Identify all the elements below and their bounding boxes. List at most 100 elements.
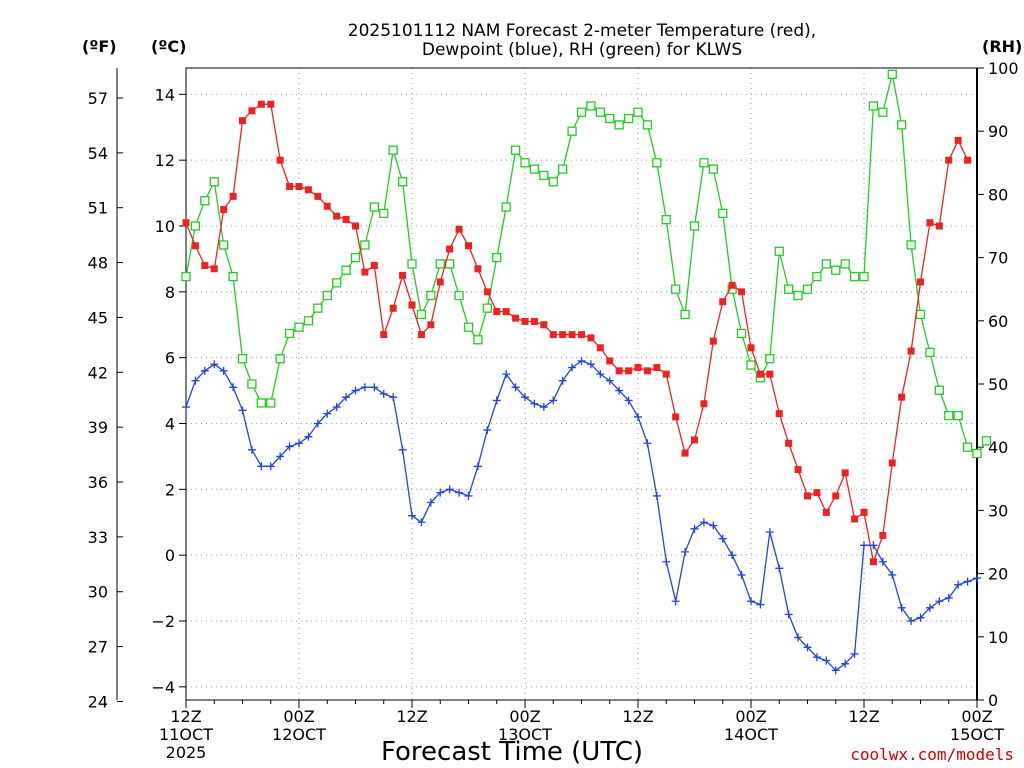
data-point: [492, 396, 501, 405]
fahrenheit-unit-label: (ºF): [82, 37, 117, 56]
data-point: [341, 265, 351, 275]
data-point: [624, 396, 633, 405]
time-tick-label: 12Z: [848, 707, 879, 726]
data-point: [699, 518, 708, 527]
data-point: [417, 518, 426, 527]
data-point: [548, 177, 558, 187]
data-point: [239, 117, 246, 125]
time-tick-label: 11OCT: [159, 725, 213, 744]
data-point: [286, 183, 294, 190]
data-point: [220, 206, 228, 214]
data-point: [841, 469, 849, 477]
rh-tick-label: 20: [988, 565, 1008, 584]
data-point: [285, 442, 294, 451]
data-point: [360, 383, 369, 392]
time-tick-label: 00Z: [735, 707, 766, 726]
data-point: [191, 376, 200, 385]
data-point: [266, 462, 275, 471]
data-point: [671, 597, 680, 606]
data-point: [446, 245, 454, 253]
data-point: [388, 145, 398, 155]
data-point: [426, 290, 436, 301]
data-point: [887, 69, 897, 79]
data-point: [596, 344, 604, 352]
data-point: [691, 436, 698, 444]
rh-tick-label: 50: [988, 375, 1008, 394]
celsius-tick-label: −2: [151, 612, 175, 631]
fahrenheit-tick-label: 30: [88, 583, 108, 602]
data-point: [238, 406, 247, 415]
data-point: [897, 120, 907, 130]
data-point: [408, 511, 416, 520]
time-tick-label: 14OCT: [724, 725, 778, 744]
data-point: [765, 354, 775, 364]
data-point: [558, 376, 567, 385]
fahrenheit-tick-label: 54: [88, 144, 108, 163]
data-point: [803, 643, 812, 652]
data-point: [276, 156, 284, 164]
rh-tick-label: 80: [988, 185, 1008, 204]
data-point: [210, 265, 218, 273]
data-point: [605, 113, 615, 124]
data-point: [849, 271, 860, 282]
data-point: [681, 547, 690, 556]
fahrenheit-tick-label: 27: [88, 638, 108, 657]
data-point: [962, 442, 973, 452]
series-dewpoint: [182, 356, 981, 675]
data-point: [934, 385, 944, 395]
data-point: [399, 271, 407, 279]
data-point: [219, 366, 228, 375]
data-point: [501, 202, 511, 212]
data-point: [276, 452, 285, 461]
data-point: [605, 376, 614, 385]
data-point: [615, 367, 623, 375]
data-point: [465, 242, 472, 250]
data-point: [944, 593, 953, 602]
data-point: [389, 304, 397, 312]
data-point: [464, 491, 473, 500]
data-point: [182, 403, 190, 412]
data-point: [352, 222, 359, 230]
data-point: [747, 344, 755, 352]
series-2-meter-temperature: [182, 100, 972, 566]
data-point: [633, 107, 643, 117]
data-point: [436, 488, 445, 497]
data-point: [426, 498, 435, 507]
data-point: [917, 278, 924, 286]
data-point: [945, 156, 953, 164]
data-point: [785, 439, 793, 447]
data-point: [643, 439, 652, 448]
data-point: [512, 314, 520, 322]
data-point: [483, 288, 491, 296]
data-point: [944, 410, 954, 421]
data-point: [529, 164, 540, 174]
data-point: [963, 577, 972, 586]
data-point: [398, 445, 407, 454]
data-point: [510, 145, 521, 155]
data-point: [304, 432, 313, 441]
celsius-tick-label: 4: [165, 415, 175, 434]
data-point: [906, 240, 916, 250]
data-point: [606, 357, 614, 365]
data-point: [190, 221, 201, 231]
data-point: [322, 290, 332, 301]
celsius-tick-label: 2: [165, 480, 175, 499]
data-point: [690, 524, 699, 533]
data-point: [964, 156, 972, 164]
data-point: [737, 570, 746, 579]
time-tick-label: 12Z: [170, 707, 201, 726]
data-point: [256, 398, 266, 408]
data-point: [247, 379, 257, 389]
data-point: [200, 196, 210, 206]
data-point: [360, 240, 370, 250]
data-point: [954, 136, 962, 144]
data-point: [370, 262, 378, 269]
data-point: [350, 252, 361, 263]
fahrenheit-tick-label: 57: [88, 89, 108, 108]
data-point: [615, 386, 624, 395]
data-point: [492, 252, 502, 263]
data-point: [397, 177, 408, 187]
data-point: [201, 262, 209, 269]
data-point: [794, 633, 803, 642]
